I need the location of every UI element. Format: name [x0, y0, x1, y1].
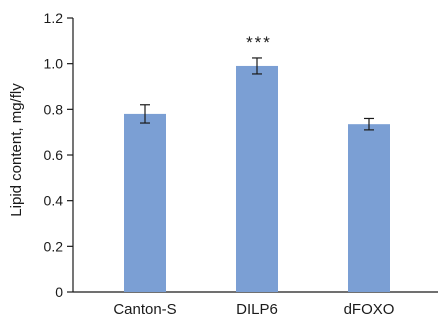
x-tick-label: dFOXO: [344, 301, 395, 318]
y-axis: 0 0.2 0.4 0.6 0.8 1.0 1.2: [44, 10, 74, 300]
bar: [236, 65, 278, 292]
error-bar-group: [140, 57, 374, 131]
bar-group: [124, 65, 390, 293]
x-axis: Canton-S DILP6 dFOXO: [73, 291, 438, 318]
y-tick-label: 0.4: [44, 193, 64, 209]
y-tick-label: 0: [55, 284, 63, 300]
significance-annotation: ***: [246, 33, 272, 52]
y-tick-label: 0.6: [44, 147, 64, 163]
y-tick-label: 0.8: [44, 101, 64, 117]
x-tick-label: DILP6: [236, 301, 278, 318]
y-tick-label: 0.2: [44, 238, 64, 254]
bar: [348, 124, 390, 292]
y-axis-title: Lipid content, mg/fly: [8, 83, 25, 217]
y-tick-label: 1.2: [44, 10, 64, 26]
y-tick-label: 1.0: [44, 56, 64, 72]
bar: [124, 113, 166, 293]
annotation-group: ***: [246, 33, 272, 52]
x-tick-label: Canton-S: [113, 301, 176, 318]
